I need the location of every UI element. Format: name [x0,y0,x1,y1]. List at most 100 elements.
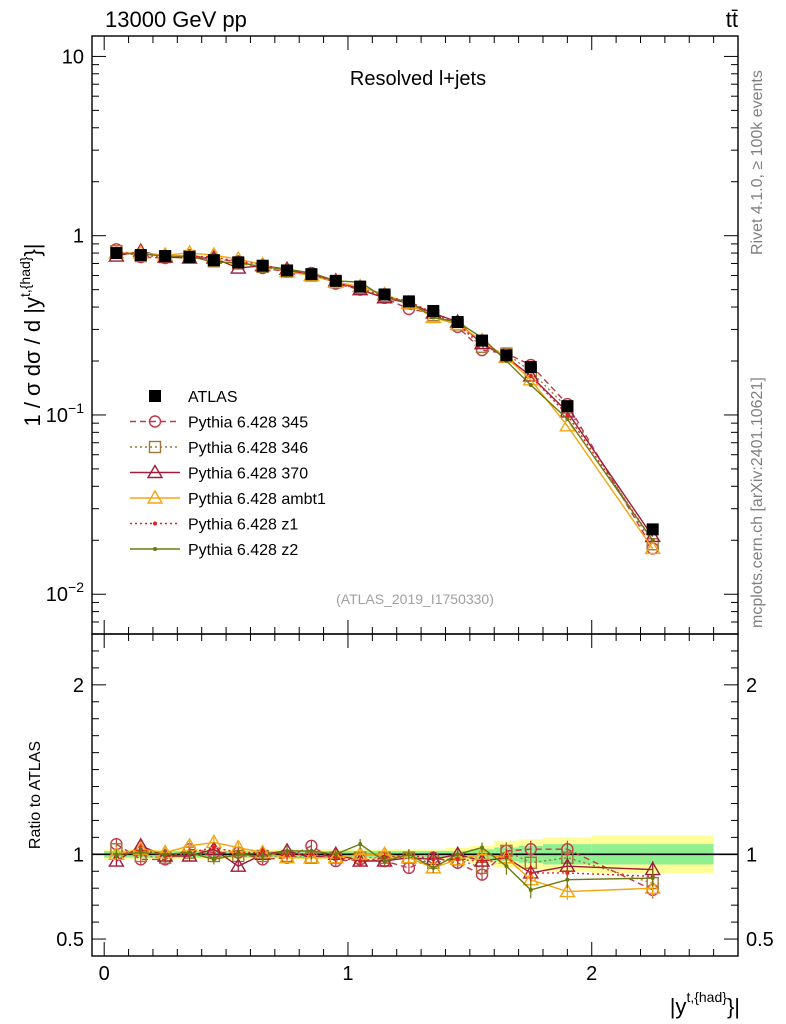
data-point-atlas [524,361,537,374]
x-tick-label: 0 [99,963,110,985]
ratio-point-z2 [260,854,265,859]
ratio-point-z2 [406,852,411,857]
legend-label: Pythia 6.428 345 [188,415,308,432]
legend-marker [153,547,157,551]
legend-entry: Pythia 6.428 370 [130,464,308,483]
legend-entry: Pythia 6.428 z1 [130,517,298,534]
ratio-point-z2 [333,852,338,857]
ratio-point-ambt1 [278,849,296,864]
data-point-atlas [183,251,196,264]
ratio-point-z2 [187,850,192,855]
x-tick-label: 2 [586,963,597,985]
y-tick-label: 1 [73,226,84,248]
legend-entry: Pythia 6.428 z2 [130,542,298,559]
main-y-axis-label: 1 / σ dσ / d |yt,{had}}| [17,243,45,426]
ratio-y-tick-label: 2 [73,675,84,697]
process-label: tt̄ [726,7,738,32]
legend-label: ATLAS [188,389,238,406]
y-tick-label: 10 [62,46,84,68]
legend-entry: Pythia 6.428 345 [130,415,308,432]
svg-text:1 / σ dσ / d |yt,{had}}|: 1 / σ dσ / d |yt,{had}}| [17,243,45,426]
data-point-atlas [427,305,440,318]
data-point-z2 [650,538,655,543]
mcplots-label: mcplots.cern.ch [arXiv:2401.10621] [749,377,766,628]
data-point-atlas [354,280,367,293]
data-point-atlas [305,268,318,281]
ratio-point-z2 [528,887,533,892]
legend-entry: Pythia 6.428 ambt1 [130,489,326,508]
data-point-atlas [207,254,220,267]
ratio-point-ambt1 [303,849,320,864]
legend-marker [149,390,161,402]
data-point-atlas [232,256,245,269]
ratio-line-z2 [116,843,653,891]
data-point-z1 [528,373,533,378]
ratio-y-axis-label: Ratio to ATLAS [27,741,44,849]
legend-label: Pythia 6.428 ambt1 [188,491,326,508]
legend: ATLAS Pythia 6.428 345 Pythia 6.428 346 Pyt… [130,389,326,559]
ratio-point-z2 [358,842,363,847]
ratio-point-z1 [528,870,533,875]
series-atlas [110,247,659,536]
ratio-y-tick-label-right: 2 [746,675,757,697]
data-point-atlas [134,249,147,262]
data-point-z2 [565,416,570,421]
chart-annotation: Resolved l+jets [350,68,486,90]
ratio-series-z2 [114,839,655,899]
x-axis-label: |yt,{had}}| [670,989,740,1019]
legend-marker [146,489,164,504]
ratio-y-tick-label-right: 0.5 [746,929,774,951]
energy-label: 13000 GeV pp [105,7,247,32]
ratio-point-z2 [285,848,290,853]
ratio-point-z2 [211,857,216,862]
data-point-atlas [329,274,342,287]
x-tick-label: 1 [342,963,353,985]
ratio-point-z2 [114,852,119,857]
ratio-point-z2 [382,859,387,864]
data-point-atlas [646,523,659,536]
ratio-y-tick-label: 1 [73,844,84,866]
svg-text:|yt,{had}}|: |yt,{had}}| [670,989,740,1019]
legend-label: Pythia 6.428 z1 [188,517,298,534]
y-tick-label: 10−1 [46,400,84,427]
legend-marker [148,440,162,454]
data-point-z1 [565,412,570,417]
data-point-atlas [500,349,513,362]
ratio-point-z2 [455,852,460,857]
ratio-point-z2 [565,877,570,882]
data-point-z2 [528,382,533,387]
ratio-point-p370 [230,857,247,872]
ratio-y-tick-label-right: 1 [746,844,757,866]
ratio-point-z2 [138,850,143,855]
ratio-point-p370 [181,847,198,862]
legend-marker [148,415,162,428]
data-point-atlas [402,295,415,308]
legend-label: Pythia 6.428 370 [188,466,308,483]
ratio-point-z1 [480,859,485,864]
ratio-point-z2 [480,845,485,850]
data-point-atlas [451,316,464,329]
ratio-y-tick-label: 0.5 [56,929,84,951]
legend-marker [153,521,157,526]
ratio-point-z1 [431,857,436,862]
ratio-point-z2 [236,852,241,857]
ratio-point-ambt1 [644,879,661,894]
analysis-id: (ATLAS_2019_I1750330) [336,591,494,607]
legend-label: Pythia 6.428 z2 [188,542,298,559]
y-tick-label: 10−2 [46,579,84,606]
data-point-ambt1 [644,540,661,555]
main-panel: 10−2 10−1 1 10 Resolved l+jets (ATLAS_2019_… [17,35,739,635]
data-point-atlas [561,400,574,413]
data-point-p370 [522,367,540,382]
ratio-point-z2 [309,848,314,853]
data-point-atlas [378,288,391,301]
legend-entry: ATLAS [149,389,238,406]
legend-label: Pythia 6.428 346 [188,440,308,457]
ratio-frame [91,633,739,957]
ratio-line-z1 [116,846,653,878]
ratio-point-z2 [650,876,655,881]
legend-marker [146,464,164,479]
ratio-point-z2 [431,865,436,870]
ratio-point-z2 [163,852,168,857]
